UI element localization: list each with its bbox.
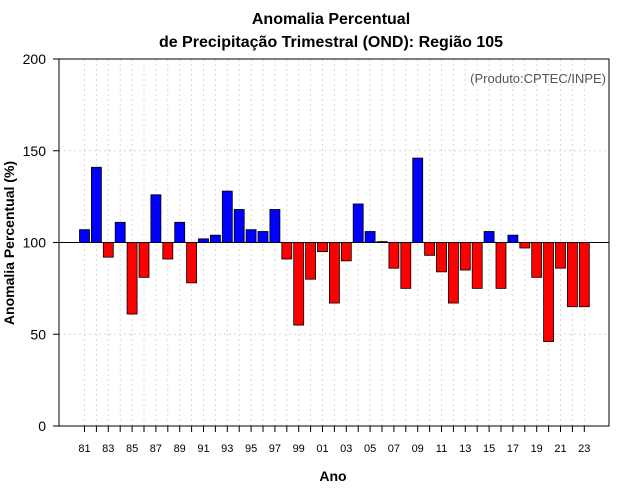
x-tick-label: 03: [340, 443, 352, 455]
bar-1985: [126, 242, 138, 315]
y-tick-label: 150: [23, 143, 47, 159]
x-tick-label: 21: [554, 443, 566, 455]
bar-2002: [328, 242, 340, 304]
bar-1988: [162, 242, 174, 260]
bar-1998: [281, 242, 293, 260]
bar-1989: [174, 221, 186, 243]
y-axis: 0 50 100 150 200: [23, 51, 59, 434]
x-tick-label: 97: [269, 443, 281, 455]
bar-1995: [245, 229, 257, 243]
bar-2005: [364, 231, 376, 243]
bar-2019: [531, 242, 543, 278]
bar-1994: [233, 209, 245, 243]
bar-2020: [543, 242, 554, 342]
bars: [79, 157, 590, 342]
x-tick-label: 19: [531, 443, 543, 455]
x-tick-label: 23: [578, 443, 590, 455]
bar-2012: [447, 242, 459, 304]
x-tick-label: 81: [78, 443, 90, 455]
chart-title: Anomalia Percentual: [252, 11, 410, 28]
bar-2011: [436, 242, 447, 273]
bar-1991: [198, 238, 209, 243]
y-tick-label: 0: [38, 418, 46, 434]
y-tick-label: 200: [23, 51, 47, 67]
x-tick-label: 95: [245, 443, 257, 455]
bar-1981: [79, 229, 90, 243]
y-axis-title: Anomalia Percentual (%): [1, 161, 17, 325]
bar-2013: [459, 242, 471, 271]
x-tick-label: 15: [483, 443, 495, 455]
bar-2016: [495, 242, 507, 289]
x-tick-label: 17: [507, 443, 519, 455]
bar-1986: [138, 242, 150, 278]
credit-label: (Produto:CPTEC/INPE): [470, 71, 606, 86]
bar-1984: [114, 221, 126, 243]
x-tick-label: 93: [221, 443, 233, 455]
x-axis: 81 83 85 87 89 91 93 95 97 99 01 03 05 07 09 11 13 15 17 19…: [78, 426, 590, 455]
bar-2014: [471, 242, 483, 289]
x-tick-label: 83: [102, 443, 114, 455]
bar-2004: [352, 203, 364, 243]
x-tick-label: 05: [364, 443, 376, 455]
x-tick-label: 13: [459, 443, 471, 455]
bar-1997: [269, 209, 281, 243]
bar-1992: [209, 234, 221, 243]
bar-1987: [150, 194, 162, 243]
bar-1993: [221, 190, 233, 243]
bar-2015: [483, 231, 495, 243]
bar-2003: [340, 242, 352, 262]
y-tick-label: 50: [30, 326, 46, 342]
bar-2006: [376, 241, 388, 243]
x-tick-label: 11: [436, 443, 447, 455]
bar-2017: [507, 234, 519, 243]
bar-2007: [388, 242, 400, 269]
x-tick-label: 91: [197, 443, 209, 455]
chart-subtitle: de Precipitação Trimestral (OND): Região…: [159, 34, 503, 51]
x-tick-label: 07: [388, 443, 400, 455]
x-tick-label: 99: [293, 443, 305, 455]
bar-2018: [519, 242, 531, 249]
x-tick-label: 01: [316, 443, 328, 455]
bar-2022: [567, 242, 578, 308]
bar-2023: [578, 242, 590, 308]
x-tick-label: 89: [174, 443, 186, 455]
bar-1996: [257, 231, 269, 243]
bar-2000: [305, 242, 317, 280]
x-tick-label: 87: [150, 443, 162, 455]
bar-1990: [186, 242, 198, 284]
bar-2001: [317, 242, 328, 253]
bar-1983: [102, 242, 114, 258]
bar-2021: [555, 242, 566, 269]
x-axis-title: Ano: [319, 468, 346, 484]
bar-2009: [412, 157, 424, 243]
y-tick-label: 100: [23, 235, 47, 251]
bar-1999: [293, 242, 305, 326]
x-tick-label: 85: [126, 443, 138, 455]
bar-2010: [424, 242, 436, 256]
x-tick-label: 09: [412, 443, 424, 455]
bar-2008: [400, 242, 412, 289]
bar-1982: [91, 166, 102, 243]
